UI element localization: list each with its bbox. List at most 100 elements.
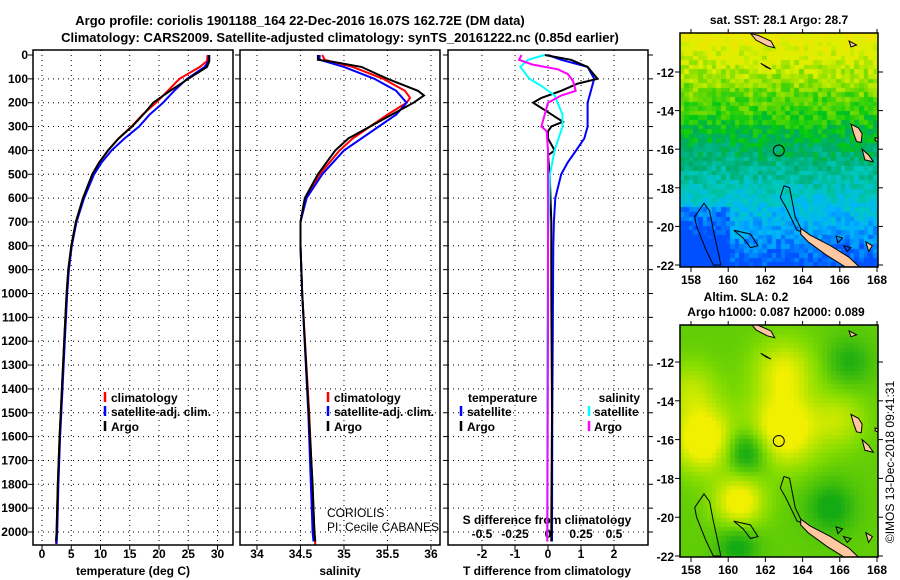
x-tick-label: 5 bbox=[68, 547, 75, 561]
legend-t-satellite: satellite bbox=[467, 405, 512, 419]
series-line-temperature-satellite bbox=[547, 54, 596, 542]
reef-outline bbox=[779, 185, 804, 234]
lat-tick-label: -16 bbox=[657, 434, 675, 448]
lon-tick-label: 166 bbox=[830, 273, 850, 287]
series-line-argo bbox=[299, 55, 426, 542]
legend-header-temperature: temperature bbox=[468, 391, 538, 405]
lon-tick-label: 158 bbox=[681, 273, 701, 287]
depth-tick-label: 800 bbox=[8, 239, 28, 253]
series-line-argo bbox=[55, 55, 211, 542]
island bbox=[861, 438, 875, 453]
depth-tick-label: 300 bbox=[8, 120, 28, 134]
depth-tick-label: 0 bbox=[21, 48, 28, 62]
reef-outline bbox=[694, 202, 722, 266]
lon-tick-label: 158 bbox=[681, 563, 701, 577]
depth-tick-label: 200 bbox=[8, 96, 28, 110]
x-tick-label: 1 bbox=[578, 547, 585, 561]
x-tick-label: 35.5 bbox=[376, 547, 400, 561]
credit-timestamp: ©IMOS 13-Dec-2018 09:41:31 bbox=[883, 381, 897, 544]
plot-frame bbox=[239, 49, 441, 546]
lon-tick-label: 160 bbox=[718, 273, 738, 287]
temperature-xlabel: temperature (deg C) bbox=[76, 564, 190, 578]
island bbox=[848, 40, 858, 48]
lat-tick-label: -12 bbox=[657, 66, 675, 80]
temperature-legend: climatology satellite-adj. clim. Argo bbox=[111, 391, 211, 434]
series-line-salinity-argo bbox=[517, 54, 577, 542]
lon-tick-label: 164 bbox=[793, 273, 813, 287]
series-line-climatology bbox=[55, 54, 209, 544]
s-tick-label: 0.5 bbox=[606, 527, 623, 541]
island bbox=[865, 240, 874, 253]
institution-annotation: CORIOLIS bbox=[327, 506, 384, 520]
map-features bbox=[694, 33, 878, 267]
depth-tick-label: 900 bbox=[8, 263, 28, 277]
island bbox=[865, 531, 874, 544]
depth-tick-label: 1900 bbox=[1, 501, 28, 515]
x-tick-label: 36 bbox=[424, 547, 438, 561]
profile-panel-difference: -2 -1 0 1 2-0.5 -0.25 0 0.25 0.5 bbox=[443, 49, 653, 561]
reef-outline bbox=[694, 493, 722, 557]
series-line-temperature-argo bbox=[531, 54, 600, 542]
legend-argo: Argo bbox=[334, 420, 362, 434]
lon-tick-label: 164 bbox=[793, 563, 813, 577]
map-frame bbox=[679, 32, 879, 268]
lat-tick-label: -14 bbox=[657, 395, 675, 409]
plot-frame bbox=[447, 49, 649, 546]
legend-s-satellite: satellite bbox=[594, 405, 639, 419]
x-tick-label: 25 bbox=[182, 547, 196, 561]
depth-tick-label: 1000 bbox=[1, 287, 28, 301]
map-frame bbox=[679, 324, 879, 558]
depth-tick-label: 1800 bbox=[1, 477, 28, 491]
depth-tick-label: 500 bbox=[8, 167, 28, 181]
salinity-legend: climatology satellite-adj. clim. Argo bbox=[334, 391, 434, 434]
s-tick-label: -0.25 bbox=[501, 527, 529, 541]
island bbox=[861, 147, 875, 163]
legend-climatology: climatology bbox=[111, 391, 178, 405]
lon-tick-label: 166 bbox=[830, 563, 850, 577]
x-tick-label: 34 bbox=[250, 547, 264, 561]
x-tick-label: 20 bbox=[152, 547, 166, 561]
reef-outline bbox=[779, 475, 804, 524]
series-line-satellite-adj-clim- bbox=[55, 55, 210, 544]
island bbox=[760, 352, 772, 360]
legend-t-argo: Argo bbox=[467, 420, 495, 434]
legend-satellite-adj: satellite-adj. clim. bbox=[111, 405, 211, 419]
reef-outline bbox=[733, 229, 759, 249]
depth-tick-label: 1500 bbox=[1, 406, 28, 420]
lon-tick-label: 160 bbox=[718, 563, 738, 577]
depth-tick-label: 600 bbox=[8, 191, 28, 205]
sst-map-overlay: 158 160 162 164 166 168 -12 -14 -16 -18 -20 -22 bbox=[657, 29, 887, 287]
depth-tick-label: 1700 bbox=[1, 453, 28, 467]
lon-tick-label: 162 bbox=[755, 273, 775, 287]
x-tick-label: 0 bbox=[545, 547, 552, 561]
depth-tick-label: 1300 bbox=[1, 358, 28, 372]
reef-outline bbox=[842, 244, 852, 253]
island bbox=[749, 33, 776, 49]
argo-location-marker bbox=[772, 434, 785, 447]
series-line-satellite-adj-clim- bbox=[299, 55, 408, 542]
x-tick-label: 0 bbox=[39, 547, 46, 561]
lon-tick-label: 168 bbox=[867, 273, 887, 287]
legend-s-argo: Argo bbox=[594, 420, 622, 434]
island bbox=[850, 123, 863, 144]
map-features bbox=[694, 325, 878, 557]
title-line-1: Argo profile: coriolis 1901188_164 22-De… bbox=[75, 13, 524, 28]
title-line-2: Climatology: CARS2009. Satellite-adjuste… bbox=[61, 30, 619, 45]
lat-tick-label: -16 bbox=[657, 143, 675, 157]
x-tick-label: 2 bbox=[611, 547, 618, 561]
profile-panel-salinity: 34 34.5 35 35.5 36 bbox=[235, 49, 441, 561]
sst-map-title: sat. SST: 28.1 Argo: 28.7 bbox=[710, 13, 849, 27]
depth-tick-label: 1100 bbox=[2, 310, 28, 324]
salinity-xlabel: salinity bbox=[319, 564, 361, 578]
depth-tick-label: 100 bbox=[8, 72, 28, 86]
depth-tick-label: 700 bbox=[8, 215, 28, 229]
profile-panel-temperature: 0 5 10 15 20 25 300100200300400500600700800900… bbox=[1, 48, 234, 561]
pi-annotation: PI: Cecile CABANES bbox=[327, 520, 439, 534]
x-tick-label: -1 bbox=[510, 547, 521, 561]
s-tick-label: 0.25 bbox=[569, 527, 593, 541]
island bbox=[800, 518, 860, 557]
x-tick-label: 10 bbox=[94, 547, 108, 561]
difference-legend: temperature salinity satellite Argo sate… bbox=[467, 391, 640, 434]
